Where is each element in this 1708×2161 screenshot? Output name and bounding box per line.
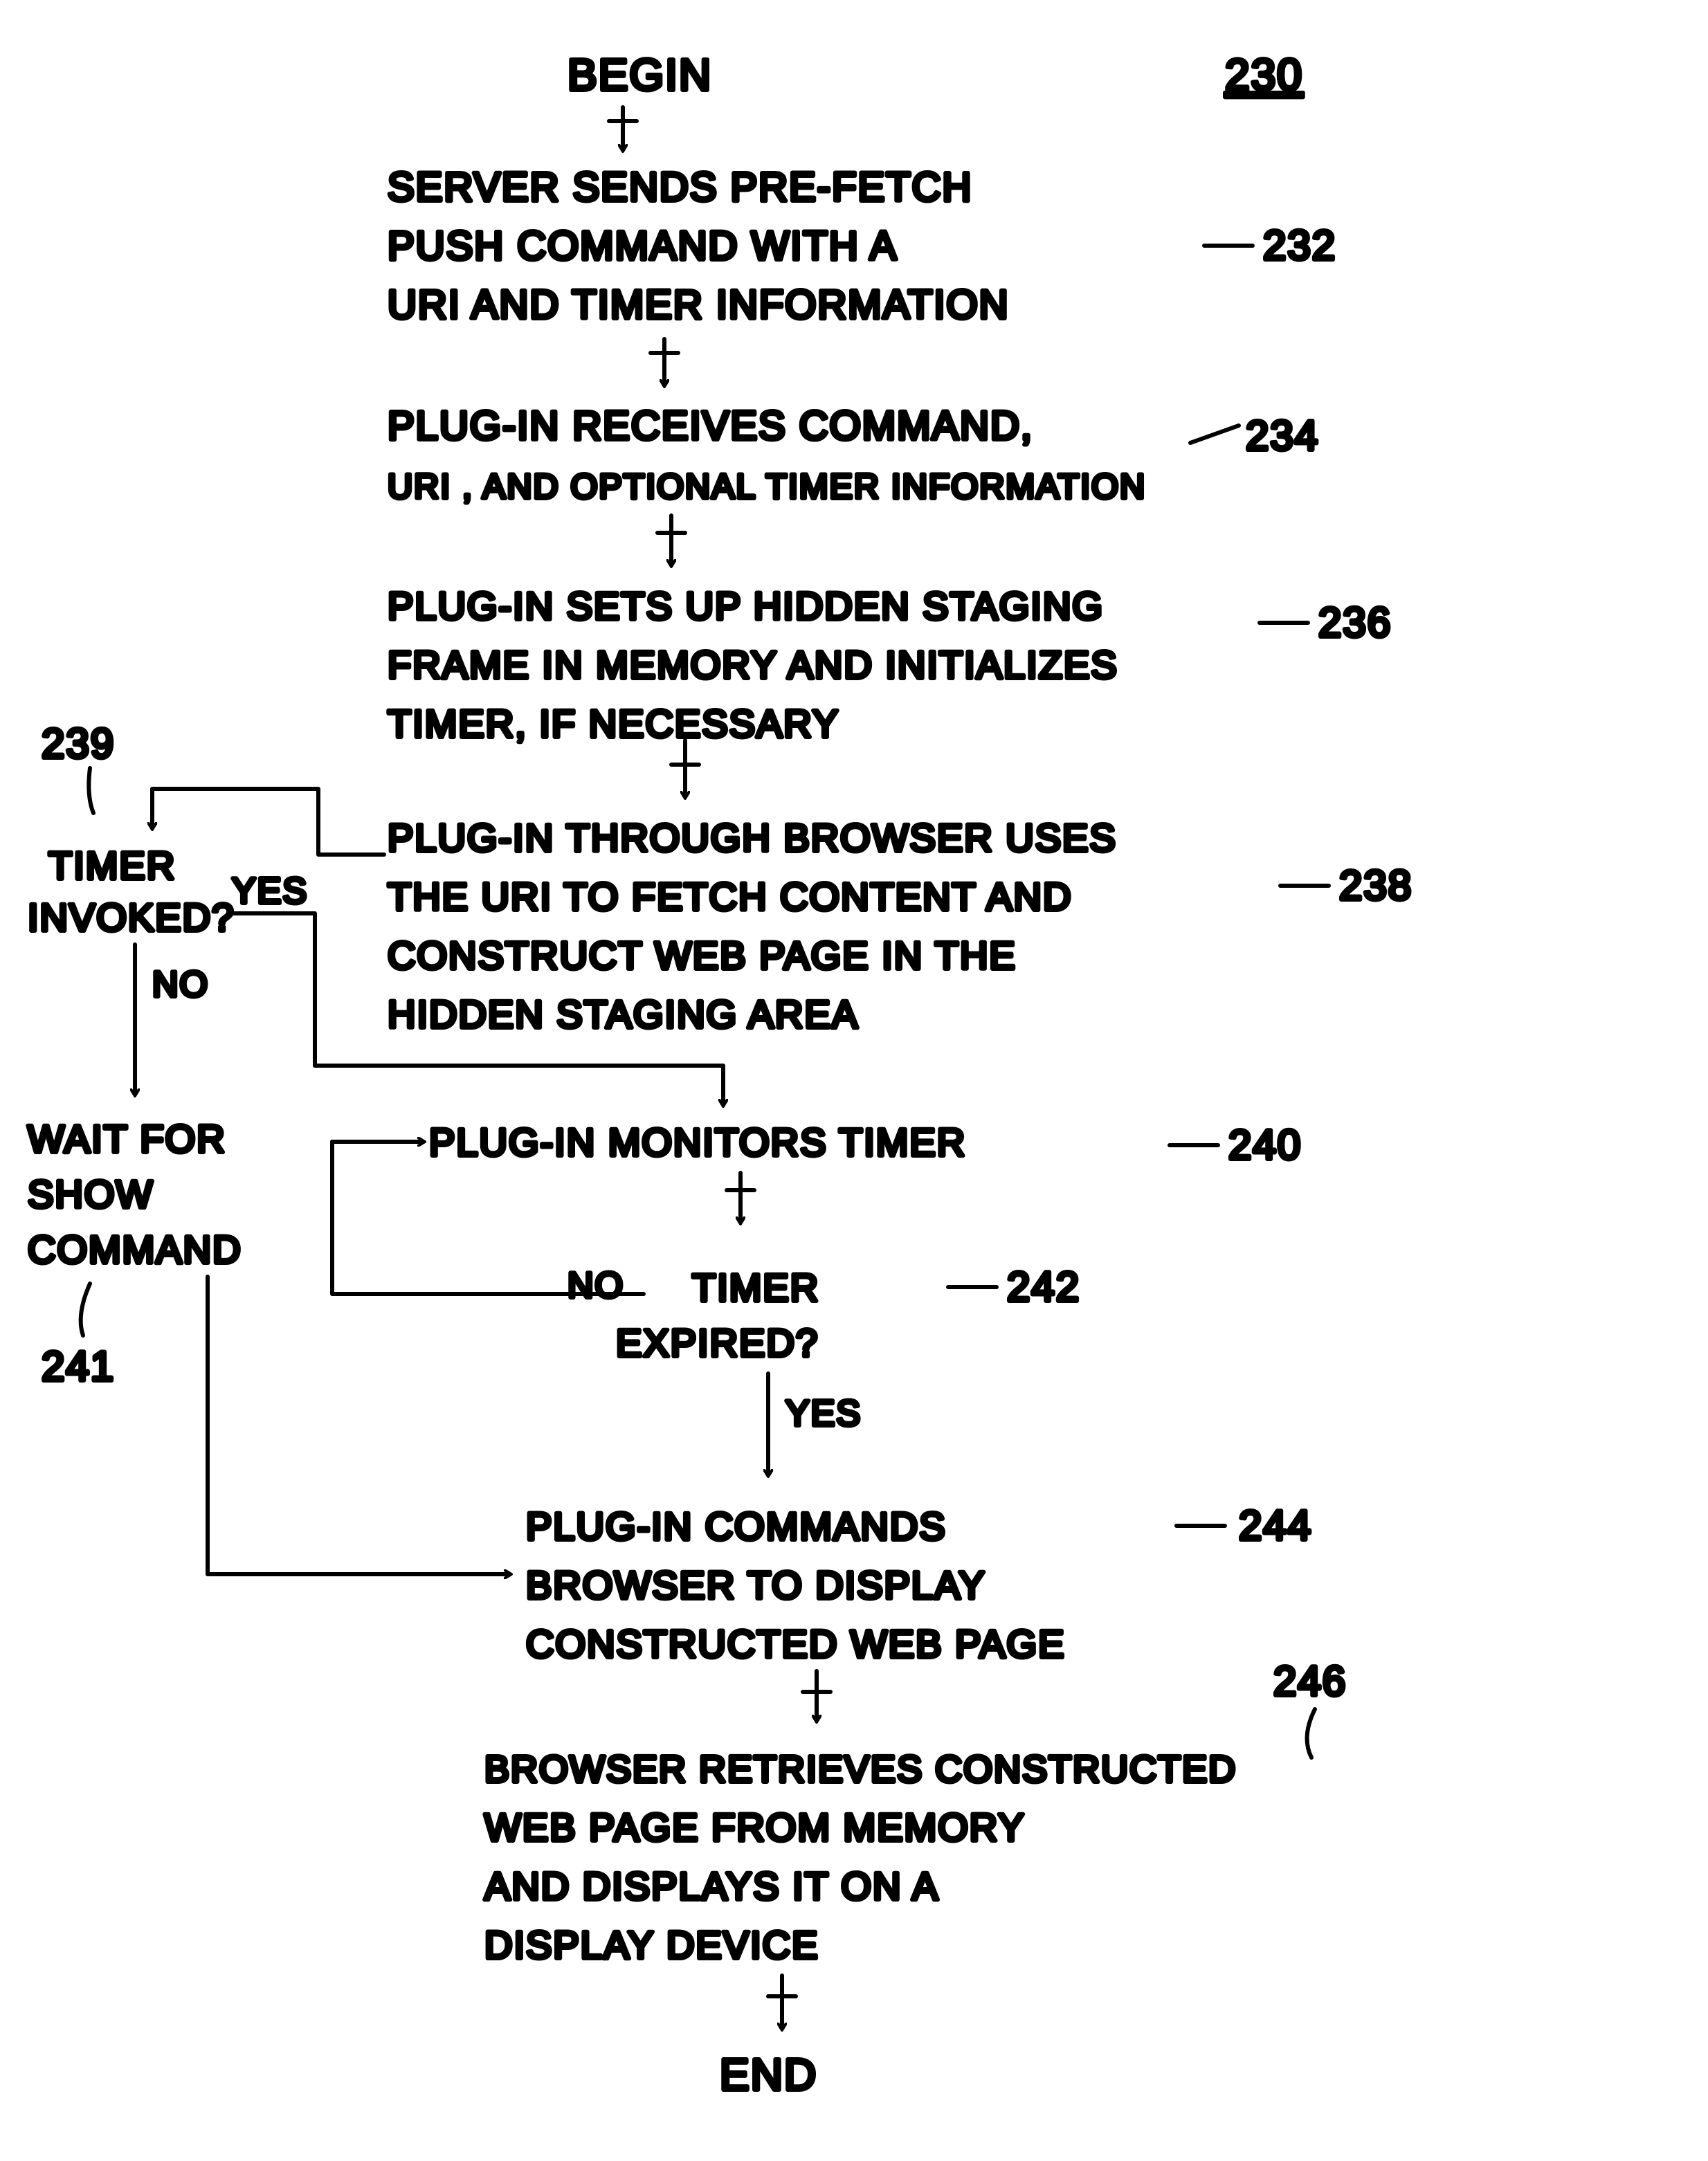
step-246-l3: AND DISPLAYS IT ON A [484, 1864, 939, 1908]
step-232-l1: SERVER SENDS PRE-FETCH [388, 165, 972, 210]
step-239-l1: TIMER [48, 844, 176, 887]
ref-238: 238 [1339, 862, 1412, 909]
step-242-l1: TIMER [692, 1266, 819, 1309]
step-234-l1: PLUG-IN RECEIVES COMMAND, [388, 403, 1033, 448]
step-242-yes: YES [785, 1394, 862, 1434]
step-238-l3: CONSTRUCT WEB PAGE IN THE [388, 933, 1017, 977]
ref-240: 240 [1228, 1122, 1302, 1168]
step-246-l2: WEB PAGE FROM MEMORY [484, 1805, 1026, 1849]
ref-234: 234 [1246, 412, 1319, 459]
step-242-no: NO [567, 1266, 624, 1306]
step-232-l3: URI AND TIMER INFORMATION [388, 282, 1010, 327]
step-246-l1: BROWSER RETRIEVES CONSTRUCTED [484, 1749, 1237, 1790]
step-236-l1: PLUG-IN SETS UP HIDDEN STAGING [388, 584, 1104, 628]
step-246-l4: DISPLAY DEVICE [484, 1923, 819, 1967]
step-244-l1: PLUG-IN COMMANDS [526, 1504, 947, 1548]
figure-number: 230 [1225, 50, 1303, 100]
end-label: END [720, 2050, 817, 2099]
step-238-l4: HIDDEN STAGING AREA [388, 992, 859, 1036]
step-244-l3: CONSTRUCTED WEB PAGE [526, 1622, 1065, 1666]
step-240-l1: PLUG-IN MONITORS TIMER [429, 1120, 966, 1164]
ref-232: 232 [1263, 222, 1336, 268]
ref-246: 246 [1273, 1658, 1347, 1704]
step-239-no: NO [152, 965, 209, 1005]
step-241-l1: WAIT FOR [28, 1117, 226, 1160]
ref-239: 239 [42, 720, 115, 767]
step-241-l2: SHOW [28, 1172, 154, 1216]
ref-244: 244 [1239, 1502, 1312, 1549]
step-239-l2: INVOKED? [28, 895, 235, 939]
step-239-yes: YES [232, 871, 308, 911]
flowchart: BEGIN 230 SERVER SENDS PRE-FETCH PUSH CO… [0, 0, 1708, 2161]
step-238-l1: PLUG-IN THROUGH BROWSER USES [388, 816, 1117, 859]
begin-label: BEGIN [567, 50, 712, 100]
step-236-l3: TIMER, IF NECESSARY [388, 702, 839, 745]
ref-242: 242 [1007, 1264, 1080, 1310]
step-244-l2: BROWSER TO DISPLAY [526, 1563, 986, 1607]
step-241-l3: COMMAND [28, 1228, 242, 1271]
step-232-l2: PUSH COMMAND WITH A [388, 224, 898, 268]
step-234-l2: URI , AND OPTIONAL TIMER INFORMATION [388, 467, 1146, 506]
ref-236: 236 [1318, 599, 1392, 646]
step-238-l2: THE URI TO FETCH CONTENT AND [388, 875, 1072, 918]
step-236-l2: FRAME IN MEMORY AND INITIALIZES [388, 643, 1118, 686]
ref-241: 241 [42, 1343, 115, 1389]
step-242-l2: EXPIRED? [616, 1321, 819, 1365]
